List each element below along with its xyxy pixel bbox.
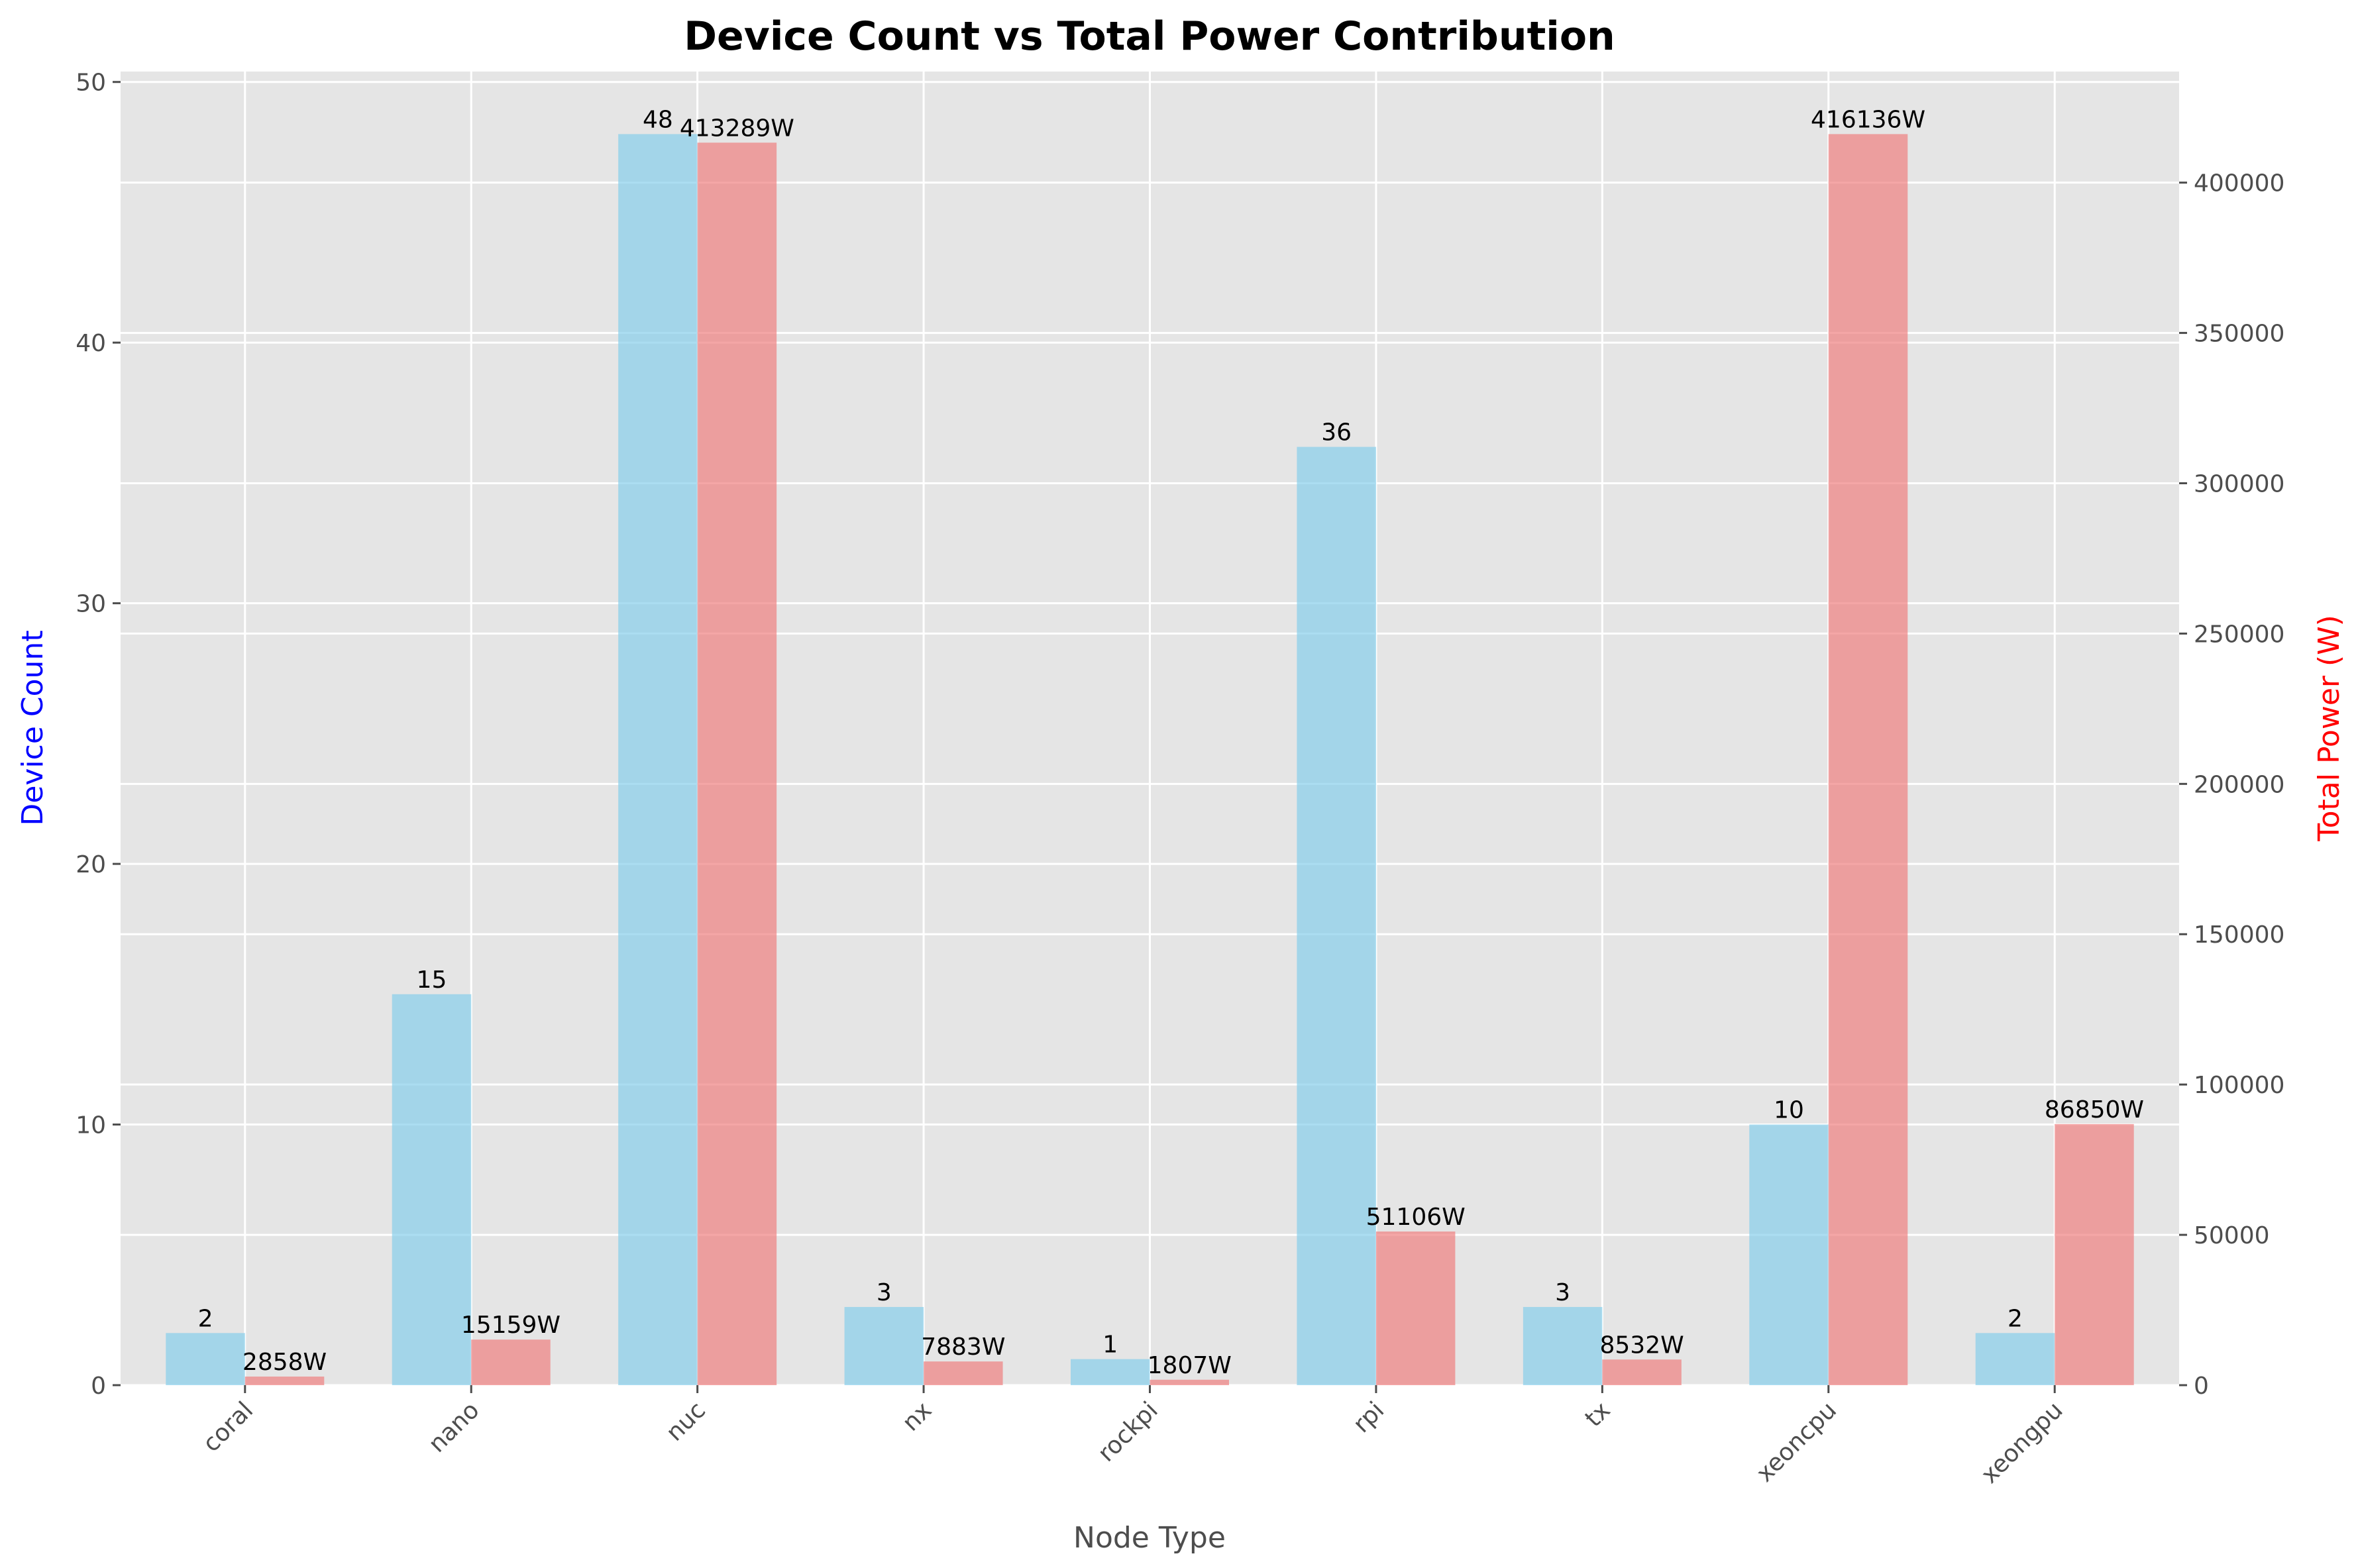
bar-total-power-xeongpu [2055, 1124, 2134, 1385]
data-label-count-coral: 2 [198, 1305, 213, 1332]
data-label-power-xeoncpu: 416136W [1811, 106, 1925, 133]
data-label-power-xeongpu: 86850W [2045, 1096, 2144, 1124]
y-axis-label-right: Total Power (W) [2312, 615, 2346, 842]
data-label-power-coral: 2858W [242, 1349, 327, 1376]
data-label-count-tx: 3 [1555, 1279, 1570, 1306]
y-tick-label-left: 10 [76, 1112, 106, 1139]
y-tick-label-right: 300000 [2194, 470, 2284, 497]
bar-total-power-xeoncpu [1828, 134, 1908, 1385]
x-axis-label: Node Type [1073, 1521, 1226, 1555]
data-label-count-rpi: 36 [1321, 419, 1352, 446]
y-ticks-right: 0 50000 100000 150000 200000 250000 300000 3500… [2179, 170, 2284, 1400]
data-label-count-xeoncpu: 10 [1774, 1097, 1804, 1124]
y-ticks-left: 0 10 20 30 40 50 [76, 70, 121, 1400]
bars [166, 134, 2134, 1386]
y-tick-label-left: 40 [76, 330, 106, 357]
y-tick-label-left: 30 [76, 591, 106, 618]
bar-device-count-xeongpu [1975, 1333, 2055, 1385]
y-tick-label-right: 400000 [2194, 170, 2284, 197]
data-label-power-rockpi: 1807W [1148, 1352, 1232, 1379]
bar-device-count-nano [392, 994, 472, 1385]
y-tick-label-right: 350000 [2194, 321, 2284, 348]
bar-total-power-tx [1602, 1359, 1682, 1385]
y-tick-label-left: 20 [76, 851, 106, 878]
bar-device-count-rockpi [1071, 1359, 1150, 1385]
bar-device-count-nx [844, 1306, 924, 1385]
chart-title: Device Count vs Total Power Contribution [684, 13, 1615, 60]
bar-device-count-xeoncpu [1749, 1124, 1829, 1385]
y-tick-label-right: 0 [2194, 1373, 2209, 1400]
data-label-count-nuc: 48 [643, 106, 673, 133]
y-tick-label-right: 50000 [2194, 1222, 2270, 1249]
data-label-power-rpi: 51106W [1366, 1204, 1466, 1231]
y-tick-label-left: 50 [76, 70, 106, 97]
y-axis-label-left: Device Count [16, 630, 50, 825]
bar-total-power-rockpi [1150, 1379, 1229, 1385]
bar-total-power-nano [471, 1339, 551, 1385]
data-label-power-nx: 7883W [921, 1333, 1005, 1361]
y-tick-label-right: 100000 [2194, 1072, 2284, 1099]
data-label-count-rockpi: 1 [1102, 1332, 1118, 1359]
y-tick-label-right: 150000 [2194, 921, 2284, 949]
bar-total-power-coral [244, 1377, 325, 1385]
data-label-count-nano: 15 [417, 967, 447, 994]
data-labels: 2 2858W 15 15159W 48 413289W 3 7883W 1 1807W 36 511… [198, 106, 2144, 1379]
data-label-power-tx: 8532W [1599, 1332, 1684, 1359]
bar-device-count-nuc [618, 134, 698, 1385]
bar-device-count-rpi [1297, 446, 1376, 1385]
data-label-power-nano: 15159W [461, 1312, 561, 1339]
y-tick-label-right: 250000 [2194, 621, 2284, 648]
y-tick-label-left: 0 [91, 1373, 106, 1400]
bar-total-power-nuc [697, 142, 777, 1386]
bar-total-power-rpi [1375, 1231, 1456, 1385]
data-label-power-nuc: 413289W [680, 115, 794, 142]
bar-device-count-tx [1523, 1306, 1603, 1385]
bar-total-power-nx [924, 1361, 1003, 1385]
data-label-count-xeongpu: 2 [2008, 1305, 2023, 1332]
y-tick-label-right: 200000 [2194, 771, 2284, 798]
data-label-count-nx: 3 [877, 1279, 892, 1306]
bar-device-count-coral [166, 1333, 245, 1385]
